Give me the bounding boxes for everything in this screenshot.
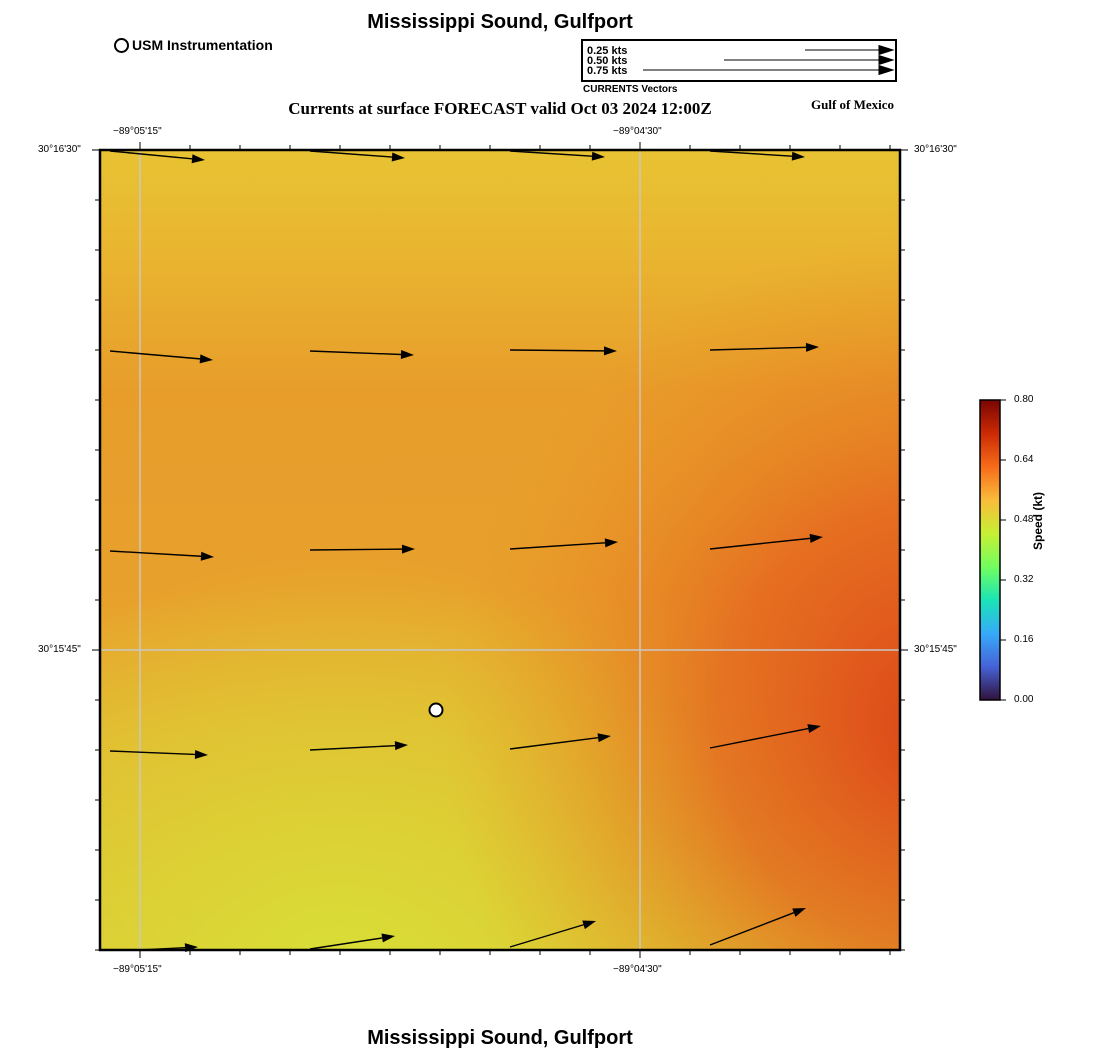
lat-label-right-1: 30°16'30" [914,144,957,155]
station-legend-label: USM Instrumentation [132,37,273,53]
vector-legend: 0.25 kts 0.50 kts 0.75 kts [581,39,897,82]
current-vector-shaft [109,150,193,160]
lat-label-right-2: 30°15'45" [914,644,957,655]
current-vector-head [591,151,605,161]
colorbar-tick-label: 0.16 [1014,634,1034,645]
current-vectors [109,150,823,953]
current-vector-shaft [309,937,383,950]
current-vector-shaft [109,550,202,557]
current-vector-head [582,920,596,930]
current-vector-head [191,154,205,164]
lon-label-bottom-1: −89°05'15" [113,964,162,975]
colorbar-tick-label: 0.80 [1014,394,1034,405]
current-vector-shaft [309,744,396,751]
vector-legend-label-1: 0.25 kts [587,45,628,57]
current-vector-head [791,151,805,161]
current-vector-shaft [709,346,807,351]
map-title-bottom: Mississippi Sound, Gulfport [367,1027,633,1049]
current-vector-shaft [709,150,793,157]
current-vector-head [597,733,611,743]
lon-label-top-1: −89°05'15" [113,126,162,137]
lon-label-top-2: −89°04'30" [613,126,662,137]
station-marker-icon [114,37,129,53]
current-vector-head [809,533,823,543]
colorbar-gradient [979,399,1001,701]
forecast-subtitle: Currents at surface FORECAST valid Oct 0… [288,99,712,118]
graticule [100,150,900,950]
current-vector-shaft [709,912,795,946]
current-vector-shaft [709,727,809,749]
current-vector-head [401,544,415,554]
colorbar-tick-label: 0.32 [1014,574,1034,585]
lat-label-left-2: 30°15'45" [38,644,81,655]
region-label: Gulf of Mexico [811,97,895,112]
colorbar-tick-label: 0.00 [1014,694,1034,705]
current-vector-shaft [509,150,593,157]
vector-legend-caption: CURRENTS Vectors [583,84,678,95]
axis-ticks [92,142,908,958]
current-vector-head [199,354,213,364]
lon-label-bottom-2: −89°04'30" [613,964,662,975]
current-vector-shaft [109,350,201,360]
lat-label-left-1: 30°16'30" [38,144,81,155]
colorbar-tick-label: 0.48 [1014,514,1034,525]
station-legend: USM Instrumentation [114,37,273,53]
current-vector-head [400,350,414,359]
vector-legend-label-2: 0.50 kts [587,55,628,67]
colorbar [979,399,1006,701]
colorbar-title: Speed (kt) [1031,491,1045,550]
current-vector-shaft [109,750,196,756]
current-vector-head [805,342,819,352]
current-vector-head [381,933,395,943]
current-vector-shaft [509,349,605,352]
current-vector-head [604,538,618,548]
current-vector-shaft [309,548,403,551]
current-vector-shaft [509,542,606,550]
vector-legend-label-3: 0.75 kts [587,65,628,77]
map-title: Mississippi Sound, Gulfport [367,11,633,33]
vector-legend-arrows [643,44,895,76]
current-vector-shaft [309,150,393,158]
current-vector-head [200,551,214,561]
current-vector-shaft [709,537,811,550]
current-vector-head [792,908,806,917]
current-vector-head [394,741,408,751]
current-vector-head [603,346,617,356]
current-vector-head [807,724,821,733]
current-vector-shaft [509,924,584,948]
station-marker[interactable] [428,702,444,718]
colorbar-tick-label: 0.64 [1014,454,1034,465]
speed-field-high-overlay [100,150,900,950]
current-vector-head [391,152,405,162]
current-vector-shaft [309,350,402,356]
current-vector-shaft [509,736,599,750]
current-vector-head [194,749,208,759]
